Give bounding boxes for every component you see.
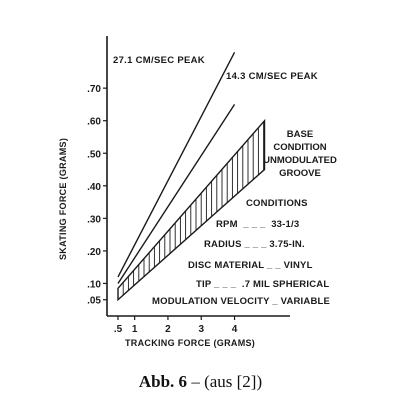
y-tick-label: .10 [87,279,101,290]
condition-line: RADIUS _ _ _ 3.75-IN. [204,239,305,250]
band-label-line: GROOVE [279,168,321,179]
chart-axes [106,36,290,317]
conditions-title: CONDITIONS [246,198,308,209]
condition-line: MODULATION VELOCITY _ VARIABLE [152,296,330,307]
base-condition-band [117,118,266,302]
y-tick-label: .05 [87,296,101,307]
series-label-14: 14.3 CM/SEC PEAK [226,71,318,82]
figure-caption: Abb. 6 – (aus [2]) [0,372,401,392]
series-lines [117,52,236,284]
conditions-block: CONDITIONS RPM _ _ _ 33-1/3 RADIUS _ _ _… [152,198,330,307]
condition-line: DISC MATERIAL _ _ VINYL [188,260,313,271]
band-label-line: CONDITION [273,142,326,153]
x-tick-label: 1 [132,324,138,335]
x-tick-label: 3 [198,324,204,335]
y-axis-ticks: .05 .10 .20 .30 .40 .50 .60 .70 [87,84,107,307]
band-label: BASE CONDITION UNMODULATED GROOVE [263,129,337,179]
y-tick-label: .50 [87,149,101,160]
x-tick-label: .5 [114,324,123,335]
caption-text: – (aus [2]) [187,372,263,391]
x-axis-ticks: .5 1 2 3 4 [114,316,238,335]
y-tick-label: .30 [87,214,101,225]
x-tick-label: 2 [165,324,171,335]
caption-label: Abb. 6 [138,372,188,391]
series-label-27: 27.1 CM/SEC PEAK [113,55,205,66]
x-axis-label: TRACKING FORCE (GRAMS) [125,338,255,348]
condition-line: RPM _ _ _ 33-1/3 [216,219,299,230]
skating-force-chart: .5 1 2 3 4 .05 .10 .20 .30 .40 .50 .60 .70 TRACKING… [58,36,337,348]
y-axis-label: SKATING FORCE (GRAMS) [58,138,68,260]
y-tick-label: .20 [87,247,101,258]
series-line-0 [117,52,236,278]
y-tick-label: .40 [87,182,101,193]
condition-line: TIP _ _ _ .7 MIL SPHERICAL [196,279,329,290]
band-label-line: UNMODULATED [263,155,337,166]
band-label-line: BASE [287,129,313,140]
band-outline [117,118,266,302]
y-tick-label: .60 [87,117,101,128]
y-tick-label: .70 [87,84,101,95]
series-line-1 [117,104,236,284]
x-tick-label: 4 [232,324,238,335]
